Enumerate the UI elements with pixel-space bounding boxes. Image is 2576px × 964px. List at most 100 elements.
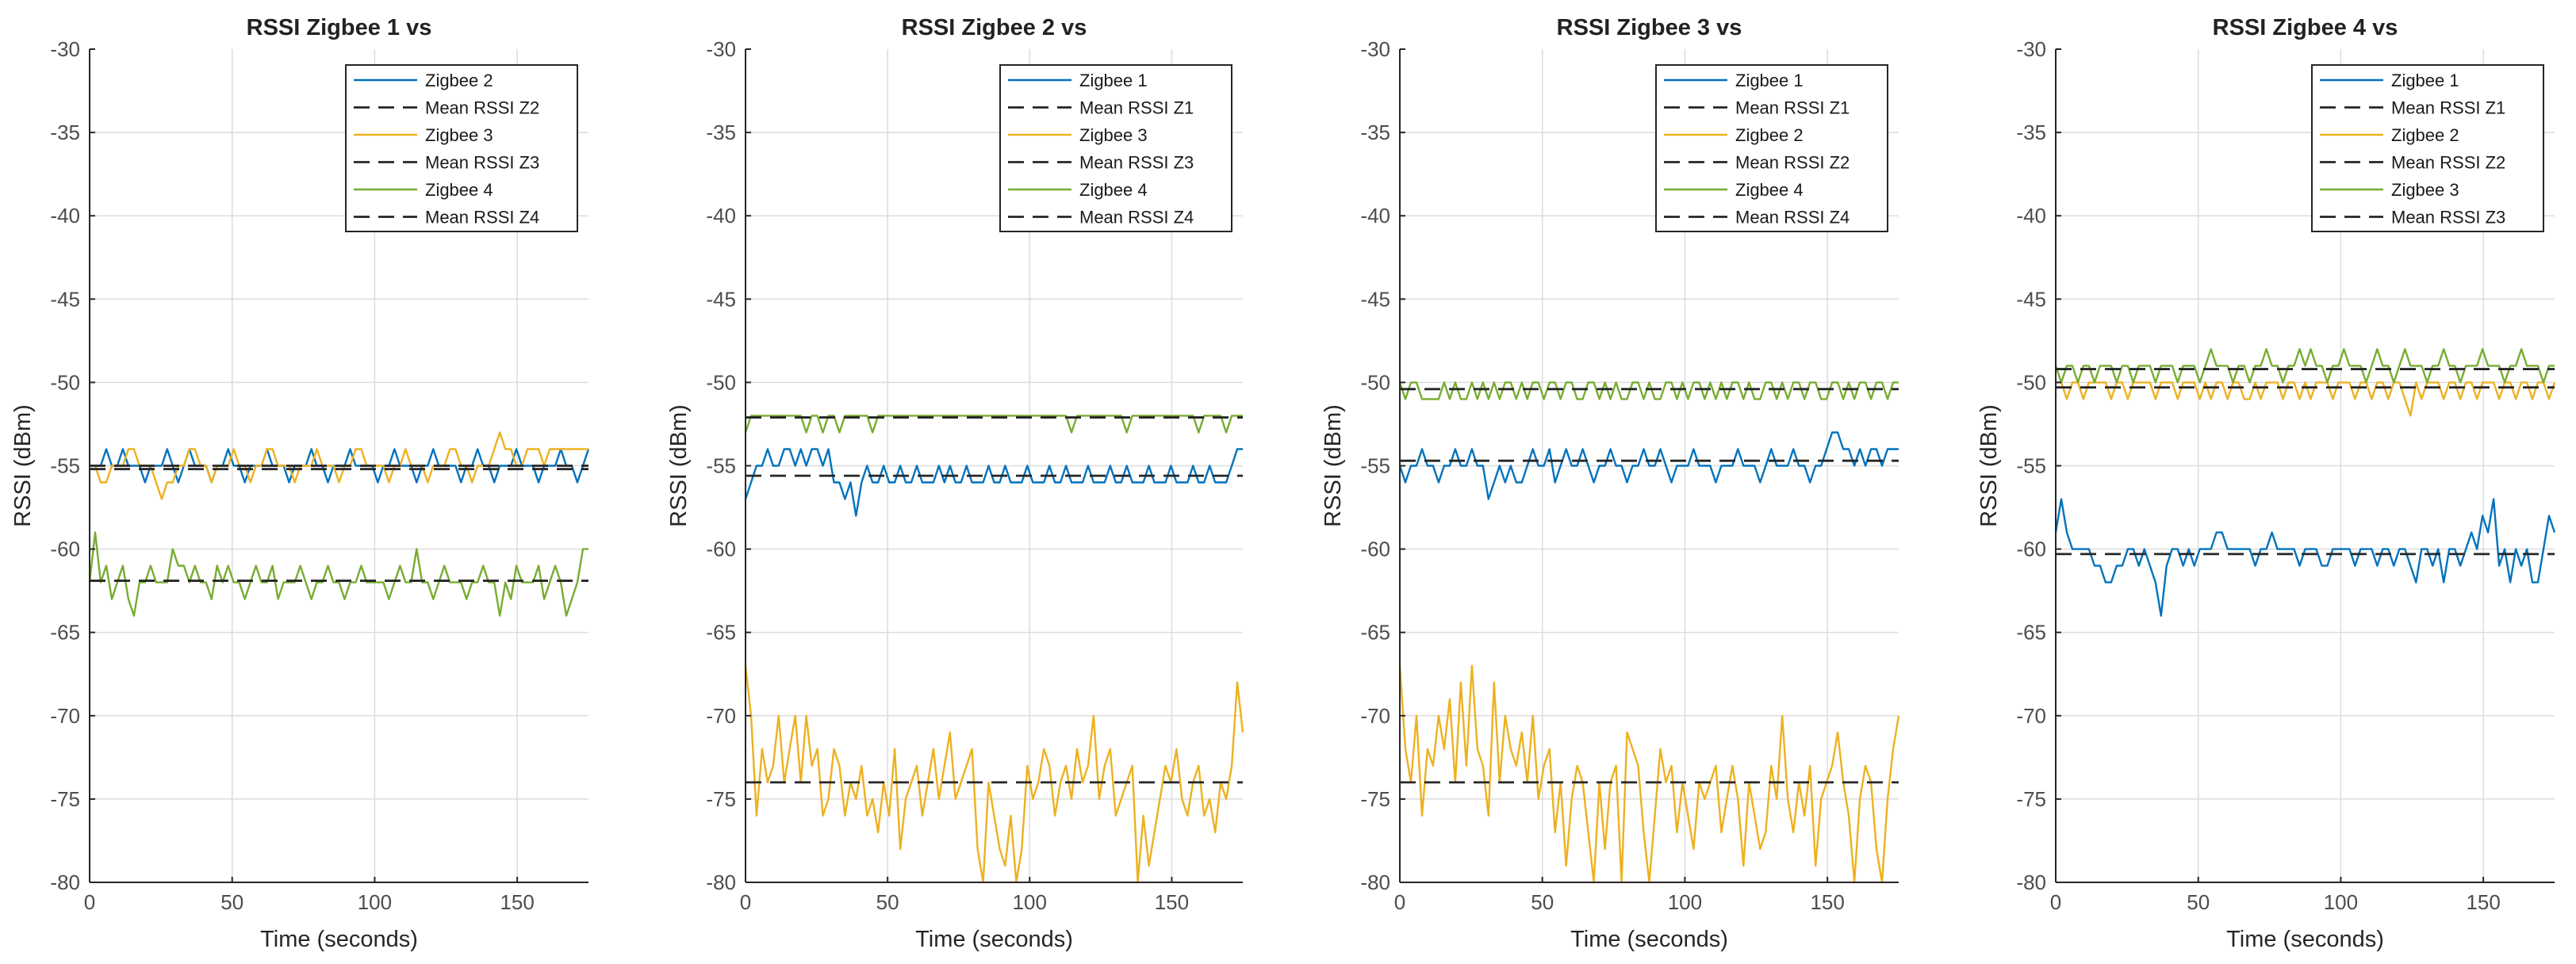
x-tick-label: 150 (1810, 890, 1844, 914)
y-tick-label: -55 (1360, 454, 1390, 478)
y-tick-label: -35 (50, 120, 80, 144)
y-axis-label: RSSI (dBm) (666, 404, 692, 527)
legend-entry: Zigbee 3 (2391, 180, 2459, 200)
x-tick-label: 150 (500, 890, 534, 914)
y-tick-label: -35 (1360, 120, 1390, 144)
y-tick-label: -40 (706, 204, 736, 228)
x-tick-label: 50 (1531, 890, 1554, 914)
y-tick-label: -70 (1360, 704, 1390, 728)
legend-entry: Mean RSSI Z2 (1735, 153, 1850, 173)
y-tick-label: -40 (1360, 204, 1390, 228)
series-line-zigbee-3 (90, 431, 588, 500)
legend-entry: Zigbee 1 (2391, 71, 2459, 90)
y-tick-label: -75 (1360, 787, 1390, 811)
series-line-zigbee-3 (2054, 348, 2555, 384)
y-tick-label: -45 (706, 287, 736, 311)
legend-box (2311, 64, 2544, 232)
legend-entry: Mean RSSI Z2 (425, 98, 539, 118)
legend-entry: Mean RSSI Z1 (1735, 98, 1850, 118)
x-tick-label: 50 (876, 890, 899, 914)
legend: Zigbee 1 Mean RSSI Z1 Zigbee 2 Mean RSSI Z2… (2311, 64, 2544, 232)
series-group (1398, 381, 1900, 884)
x-axis-label: Time (seconds) (915, 927, 1073, 952)
y-tick-label: -80 (50, 870, 80, 894)
x-tick-label: 0 (740, 890, 751, 914)
x-tick-label: 100 (2324, 890, 2358, 914)
legend-entry: Zigbee 4 (1079, 180, 1148, 200)
y-tick-label: -75 (2016, 787, 2046, 811)
legend-entry: Zigbee 2 (2391, 125, 2459, 145)
x-tick-label: 0 (84, 890, 95, 914)
chart-title: RSSI Zigbee 3 vs (1557, 15, 1742, 40)
y-tick-label: -30 (706, 37, 736, 61)
y-tick-label: -70 (50, 704, 80, 728)
legend-entry: Zigbee 1 (1079, 71, 1148, 90)
chart-title: RSSI Zigbee 2 vs (902, 15, 1087, 40)
legend-entry: Zigbee 2 (1735, 125, 1804, 145)
x-axis-label: Time (seconds) (260, 927, 418, 952)
x-axis-label: Time (seconds) (1570, 927, 1728, 952)
y-tick-label: -55 (706, 454, 736, 478)
legend-entry: Mean RSSI Z3 (425, 153, 539, 173)
series-line-zigbee-4 (744, 415, 1243, 434)
legend-entry: Zigbee 3 (1079, 125, 1148, 145)
chart-panel-4: -80 -75 -70 -65 -60 -55 -50 -45 -40 -35 -30 0 50 100 1… (1976, 15, 2556, 952)
y-tick-label: -70 (2016, 704, 2046, 728)
series-group (744, 415, 1244, 884)
y-tick-label: -30 (1360, 37, 1390, 61)
y-tick-label: -75 (706, 787, 736, 811)
y-tick-label: -65 (706, 621, 736, 645)
y-tick-label: -50 (1360, 370, 1390, 394)
y-tick-label: -45 (50, 287, 80, 311)
y-tick-label: -55 (50, 454, 80, 478)
x-tick-label: 150 (2466, 890, 2500, 914)
y-tick-label: -45 (1360, 287, 1390, 311)
x-tick-label: 150 (1155, 890, 1189, 914)
legend-box (1655, 64, 1888, 232)
x-tick-label: 0 (2050, 890, 2061, 914)
series-line-zigbee-2 (2056, 381, 2556, 417)
x-axis-label: Time (seconds) (2226, 927, 2384, 952)
y-tick-label: -35 (2016, 120, 2046, 144)
series-line-zigbee-4 (1398, 381, 1899, 400)
y-tick-label: -35 (706, 120, 736, 144)
y-tick-label: -50 (706, 370, 736, 394)
legend: Zigbee 1 Mean RSSI Z1 Zigbee 2 Mean RSSI Z2… (1655, 64, 1888, 232)
legend-entry: Mean RSSI Z2 (2391, 153, 2505, 173)
y-tick-label: -65 (1360, 621, 1390, 645)
y-tick-label: -50 (50, 370, 80, 394)
legend-entry: Mean RSSI Z4 (1079, 208, 1194, 228)
series-line-zigbee-1 (2054, 498, 2556, 617)
y-tick-label: -65 (50, 621, 80, 645)
legend-entry: Zigbee 1 (1735, 71, 1804, 90)
y-tick-label: -30 (50, 37, 80, 61)
series-line-zigbee-3 (744, 665, 1244, 884)
y-tick-label: -50 (2016, 370, 2046, 394)
series-line-zigbee-4 (88, 531, 588, 617)
x-tick-label: 50 (2187, 890, 2210, 914)
legend: Zigbee 1 Mean RSSI Z1 Zigbee 3 Mean RSSI Z3… (999, 64, 1232, 232)
chart-panel-2: -80 -75 -70 -65 -60 -55 -50 -45 -40 -35 -30 0 50 100 1… (666, 15, 1244, 952)
series-group (2054, 348, 2556, 617)
y-axis-label: RSSI (dBm) (1321, 404, 1346, 527)
y-tick-label: -55 (2016, 454, 2046, 478)
legend-entry: Zigbee 4 (425, 180, 493, 200)
legend-entry: Zigbee 3 (425, 125, 493, 145)
legend-entry: Mean RSSI Z3 (2391, 208, 2505, 228)
chart-panel-3: -80 -75 -70 -65 -60 -55 -50 -45 -40 -35 -30 0 50 100 1… (1321, 15, 1900, 952)
legend-entry: Mean RSSI Z1 (1079, 98, 1194, 118)
y-tick-label: -60 (706, 537, 736, 561)
legend-entry: Mean RSSI Z4 (1735, 208, 1850, 228)
y-tick-label: -70 (706, 704, 736, 728)
y-tick-label: -75 (50, 787, 80, 811)
x-tick-label: 50 (220, 890, 243, 914)
y-tick-label: -40 (2016, 204, 2046, 228)
legend-entry: Mean RSSI Z3 (1079, 153, 1194, 173)
y-tick-label: -60 (2016, 537, 2046, 561)
y-tick-label: -80 (1360, 870, 1390, 894)
series-group (88, 431, 590, 617)
chart-panel-1: -80 -75 -70 -65 -60 -55 -50 -45 -40 -35 -30 0 50 100 1… (10, 15, 590, 952)
y-axis-label: RSSI (dBm) (10, 404, 36, 527)
x-tick-label: 100 (358, 890, 392, 914)
